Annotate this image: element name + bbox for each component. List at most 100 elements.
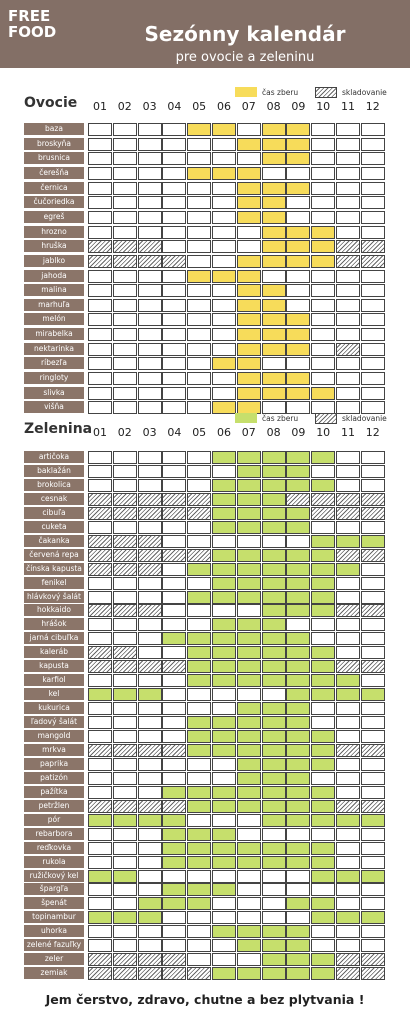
month-cell (187, 674, 212, 688)
month-cell (88, 313, 112, 327)
month-cell (112, 771, 137, 785)
month-cell (236, 562, 261, 576)
month-cell (286, 166, 311, 180)
month-cell (137, 646, 162, 660)
month-cell (360, 225, 385, 239)
item-label: baklažán (24, 464, 84, 477)
month-cell (286, 451, 311, 464)
month-cell (286, 618, 311, 632)
month-cell (286, 372, 311, 386)
month-cell (360, 771, 385, 785)
month-label: 11 (341, 100, 355, 113)
legend-label: čas zberu (262, 414, 299, 423)
month-cell (336, 313, 360, 327)
month-cell (137, 702, 162, 716)
month-cell (286, 269, 311, 283)
item-label: topinambur (24, 911, 84, 924)
month-cell (187, 925, 212, 939)
item-label: čakanka (24, 534, 84, 547)
month-cell (360, 401, 385, 415)
month-cell (261, 464, 286, 478)
month-cell (162, 702, 187, 716)
month-cell (360, 284, 385, 298)
month-cell (162, 401, 187, 415)
month-cell (336, 855, 360, 869)
month-cell (336, 743, 360, 757)
item-label: pažítka (24, 785, 84, 798)
month-label: 06 (217, 426, 231, 439)
legend-label: čas zberu (262, 88, 299, 97)
month-cell (236, 855, 261, 869)
month-cell (261, 123, 286, 136)
month-cell (236, 939, 261, 953)
month-cell (236, 841, 261, 855)
logo-line: FOOD (8, 23, 57, 41)
month-cell (112, 137, 137, 151)
item-label: špargľa (24, 883, 84, 896)
month-cell (336, 520, 360, 534)
item-label: fenikel (24, 576, 84, 589)
month-cell (212, 660, 236, 674)
footer: Jem čerstvo, zdravo, chutne a bez plytva… (45, 992, 365, 1007)
month-cell (336, 548, 360, 562)
month-cell (336, 196, 360, 210)
month-cell (212, 313, 236, 327)
month-cell (360, 464, 385, 478)
month-cell (236, 688, 261, 702)
month-cell (187, 534, 212, 548)
month-cell (311, 730, 336, 743)
month-cell (212, 674, 236, 688)
month-cell (88, 137, 112, 151)
month-cell (212, 716, 236, 730)
month-cell (88, 925, 112, 939)
legend-swatch (315, 87, 337, 98)
month-cell (261, 401, 286, 415)
month-cell (236, 357, 261, 371)
item-label: jarná cibuľka (24, 632, 84, 645)
item-label: rebarbora (24, 827, 84, 840)
month-cell (88, 328, 112, 342)
month-cell (286, 123, 311, 136)
month-cell (162, 939, 187, 953)
month-cell (88, 386, 112, 400)
month-cell (360, 702, 385, 716)
month-cell (137, 401, 162, 415)
month-cell (212, 548, 236, 562)
month-cell (187, 618, 212, 632)
month-cell (112, 716, 137, 730)
month-cell (112, 730, 137, 743)
month-cell (261, 313, 286, 327)
month-cell (360, 357, 385, 371)
month-cell (311, 841, 336, 855)
month-cell (187, 604, 212, 618)
month-cell (187, 646, 212, 660)
month-cell (360, 386, 385, 400)
month-cell (311, 225, 336, 239)
month-cell (187, 702, 212, 716)
month-cell (311, 785, 336, 799)
item-label: melón (24, 313, 84, 326)
month-cell (236, 152, 261, 166)
month-cell (162, 357, 187, 371)
month-cell (311, 674, 336, 688)
month-cell (187, 225, 212, 239)
month-cell (137, 534, 162, 548)
month-cell (286, 313, 311, 327)
month-cell (261, 298, 286, 312)
month-cell (212, 911, 236, 925)
month-label: 07 (241, 100, 256, 113)
month-cell (261, 785, 286, 799)
month-cell (187, 181, 212, 195)
month-cell (336, 618, 360, 632)
month-cell (236, 520, 261, 534)
month-cell (162, 254, 187, 268)
month-cell (336, 646, 360, 660)
month-cell (360, 855, 385, 869)
month-cell (162, 632, 187, 646)
month-cell (336, 660, 360, 674)
month-cell (137, 210, 162, 224)
month-cell (162, 123, 187, 136)
month-label: 01 (93, 100, 107, 113)
month-cell (112, 386, 137, 400)
